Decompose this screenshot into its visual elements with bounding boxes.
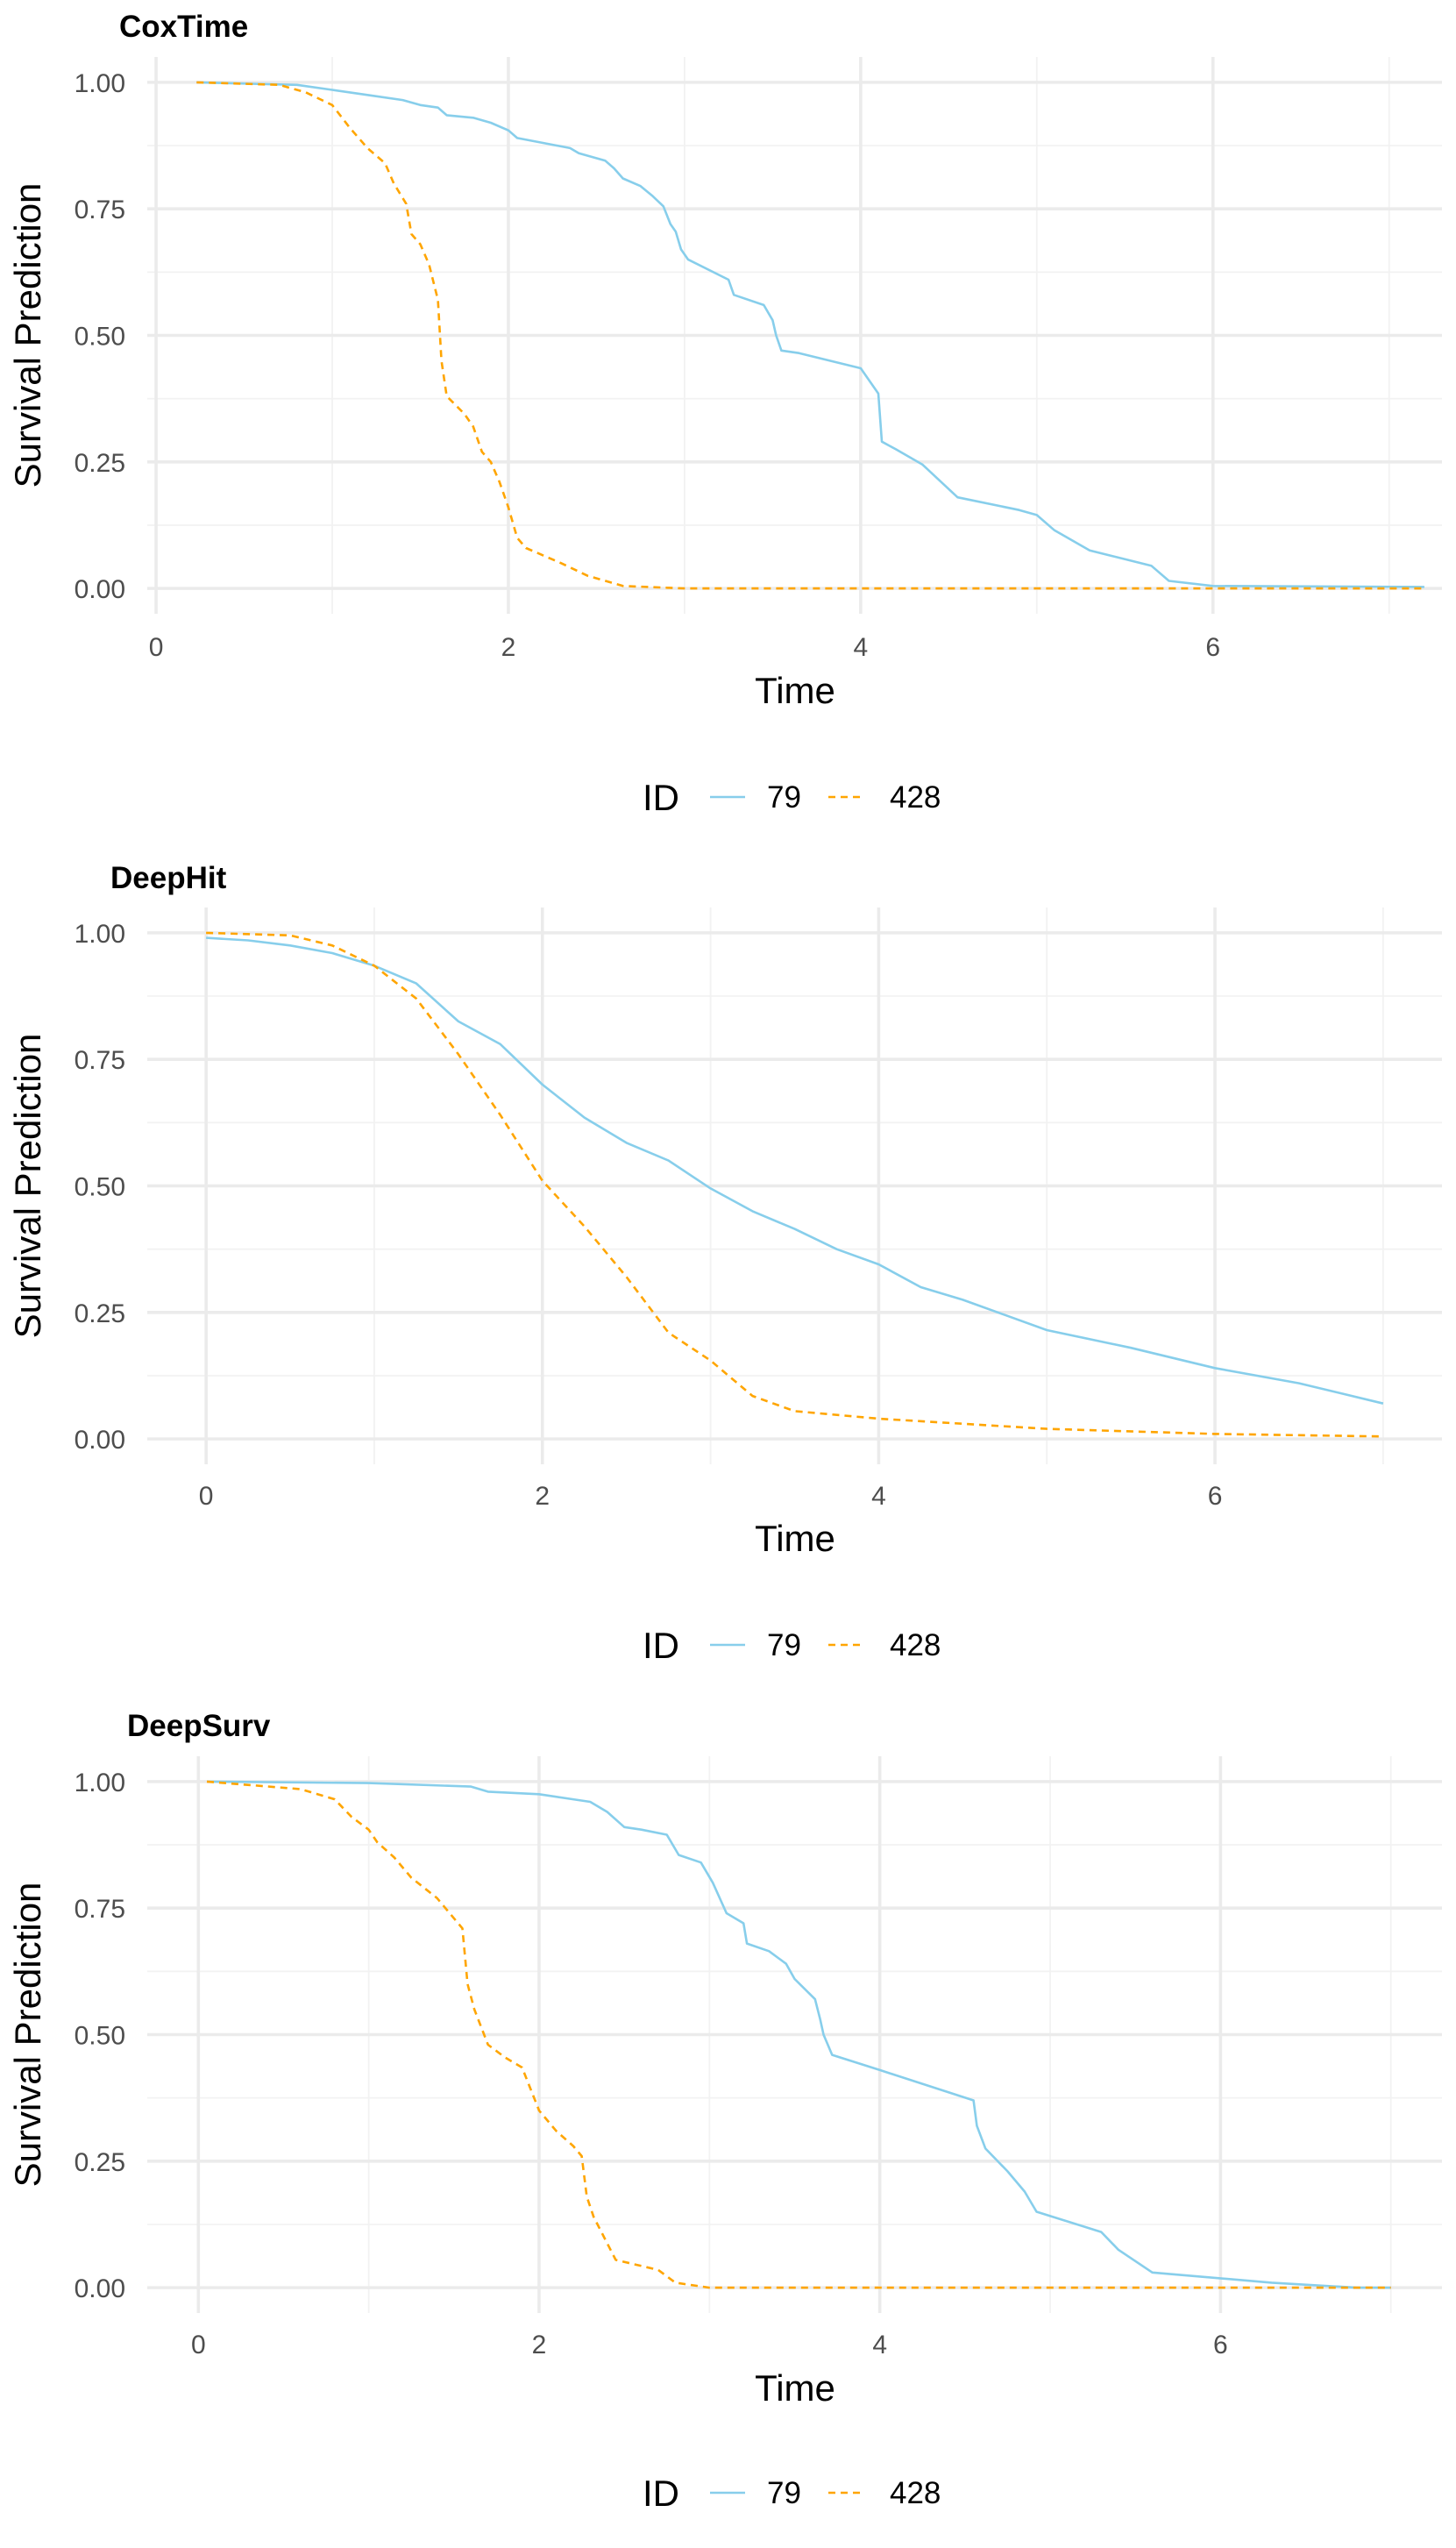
series-line-79 — [206, 1780, 1391, 2289]
legend: ID 79 428 — [643, 2473, 941, 2514]
y-tick-label: 0.25 — [75, 449, 125, 478]
legend-title: ID — [643, 1625, 679, 1666]
y-tick-label: 1.00 — [75, 920, 125, 949]
coxtime-panel: 0.00 0.25 0.50 0.75 1.00 0 2 4 6 CoxTime Time Survi… — [7, 10, 1442, 818]
panel-title: DeepSurv — [127, 1709, 271, 1743]
x-axis-title: Time — [755, 1518, 835, 1559]
y-tick-label: 0.50 — [75, 323, 125, 352]
gridlines — [147, 907, 1442, 1464]
series-line-428 — [206, 1780, 1391, 2289]
legend-title: ID — [643, 777, 679, 818]
y-tick-label: 0.50 — [75, 1173, 125, 1202]
gridlines — [147, 1756, 1442, 2313]
x-axis-title: Time — [755, 670, 835, 711]
x-tick-label: 0 — [149, 633, 164, 662]
x-tick-label: 4 — [854, 633, 869, 662]
x-tick-label: 2 — [501, 633, 516, 662]
series-line-79 — [206, 936, 1384, 1405]
deephit-panel: 0.00 0.25 0.50 0.75 1.00 0 2 4 6 DeepHit Time Survi… — [7, 861, 1442, 1666]
deepsurv-panel: 0.00 0.25 0.50 0.75 1.00 0 2 4 6 DeepSurv Time Surv… — [7, 1709, 1442, 2514]
legend: ID 79 428 — [643, 777, 941, 818]
x-tick-label: 6 — [1208, 1482, 1223, 1511]
y-tick-label: 0.25 — [75, 2148, 125, 2177]
legend-label-428: 428 — [890, 2476, 941, 2510]
y-tick-label: 0.50 — [75, 2022, 125, 2051]
x-tick-label: 2 — [535, 1482, 550, 1511]
x-tick-label: 4 — [871, 1482, 886, 1511]
legend-label-428: 428 — [890, 780, 941, 815]
panel-title: DeepHit — [110, 861, 227, 895]
x-axis-title: Time — [755, 2367, 835, 2409]
y-axis-title: Survival Prediction — [7, 1034, 48, 1339]
x-tick-label: 0 — [191, 2331, 206, 2359]
series-line-79 — [196, 81, 1424, 588]
legend-title: ID — [643, 2473, 679, 2514]
y-tick-label: 0.00 — [75, 1426, 125, 1455]
legend-label-79: 79 — [767, 2476, 801, 2510]
x-tick-label: 6 — [1213, 2331, 1228, 2359]
y-tick-label: 0.00 — [75, 2274, 125, 2303]
x-tick-label: 6 — [1205, 633, 1220, 662]
y-axis-title: Survival Prediction — [7, 1883, 48, 2188]
x-tick-label: 2 — [532, 2331, 547, 2359]
series-line-428 — [206, 931, 1383, 1438]
y-tick-label: 0.75 — [75, 196, 125, 224]
legend-label-428: 428 — [890, 1628, 941, 1662]
x-tick-label: 0 — [199, 1482, 214, 1511]
y-tick-label: 0.75 — [75, 1895, 125, 1924]
panel-title: CoxTime — [119, 10, 248, 44]
y-axis-title: Survival Prediction — [7, 183, 48, 488]
y-tick-label: 1.00 — [75, 1769, 125, 1797]
series-line-428 — [196, 81, 1424, 590]
x-tick-label: 4 — [872, 2331, 887, 2359]
legend-label-79: 79 — [767, 1628, 801, 1662]
y-tick-label: 1.00 — [75, 69, 125, 98]
y-tick-label: 0.00 — [75, 575, 125, 604]
legend-label-79: 79 — [767, 780, 801, 815]
y-tick-label: 0.75 — [75, 1046, 125, 1075]
legend: ID 79 428 — [643, 1625, 941, 1666]
y-tick-label: 0.25 — [75, 1299, 125, 1328]
gridlines — [147, 57, 1442, 614]
